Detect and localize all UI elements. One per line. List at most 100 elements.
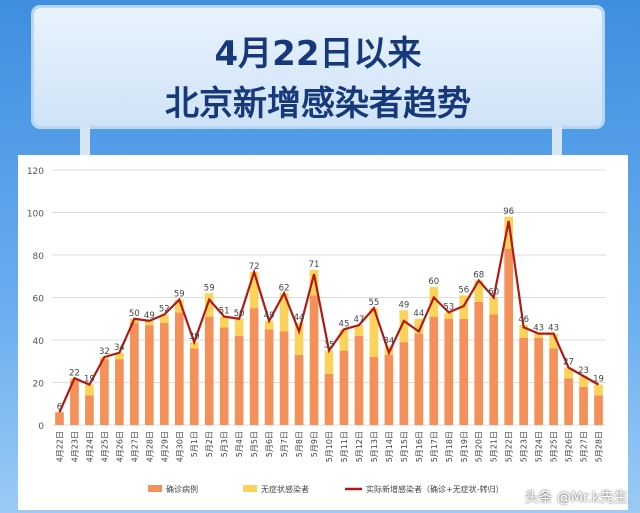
x-tick-label: 5月21日 [490, 431, 499, 462]
data-label: 35 [324, 341, 335, 351]
bar-asymptomatic [369, 308, 379, 357]
bar-asymptomatic [324, 350, 334, 374]
bar-confirmed [579, 386, 588, 425]
x-tick-label: 5月7日 [280, 431, 289, 457]
x-tick-label: 5月17日 [430, 431, 439, 462]
bar-asymptomatic [279, 293, 289, 332]
bar-confirmed [324, 374, 334, 425]
data-label: 55 [369, 298, 380, 308]
data-label: 56 [458, 285, 469, 295]
x-tick-label: 5月3日 [220, 431, 229, 457]
x-tick-label: 5月16日 [415, 431, 424, 462]
bar-asymptomatic [159, 314, 169, 323]
data-label: 60 [488, 288, 499, 298]
bar-confirmed [444, 318, 454, 425]
y-tick-label: 0 [38, 422, 44, 432]
data-label: 52 [159, 305, 170, 315]
data-label: 39 [189, 332, 200, 342]
x-tick-label: 4月23日 [70, 431, 79, 462]
data-label: 50 [234, 309, 245, 319]
x-tick-label: 5月22日 [505, 431, 514, 462]
x-tick-label: 5月15日 [400, 431, 409, 462]
bar-asymptomatic [339, 329, 349, 351]
x-tick-label: 5月14日 [385, 431, 394, 462]
data-label: 23 [578, 366, 589, 376]
bar-confirmed [234, 335, 244, 425]
bar-confirmed [115, 359, 124, 425]
data-label: 6 [57, 402, 62, 412]
x-tick-label: 4月27日 [130, 431, 139, 462]
x-tick-label: 5月6日 [265, 431, 274, 457]
x-tick-label: 5月18日 [445, 431, 454, 462]
bar-confirmed [474, 301, 484, 425]
bar-confirmed [85, 395, 94, 425]
bar-confirmed [549, 348, 558, 425]
bar-asymptomatic [219, 316, 229, 328]
bar-asymptomatic [534, 333, 543, 338]
y-tick-label: 100 [27, 210, 44, 220]
data-label: 19 [84, 375, 95, 385]
data-label: 46 [518, 315, 529, 325]
data-label: 34 [114, 343, 125, 353]
data-label: 60 [428, 277, 439, 287]
legend-label-asymptomatic: 无症状感染者 [261, 484, 309, 494]
x-tick-label: 5月20日 [475, 431, 484, 462]
bar-confirmed [144, 325, 154, 425]
y-tick-label: 60 [33, 295, 45, 305]
x-tick-label: 5月11日 [340, 431, 349, 462]
bar-confirmed [55, 412, 64, 425]
x-tick-label: 5月5日 [250, 431, 259, 457]
legend-swatch-asymptomatic [243, 485, 257, 492]
bar-confirmed [130, 323, 139, 425]
x-tick-label: 5月28日 [595, 431, 604, 462]
x-tick-label: 5月13日 [370, 431, 379, 462]
bar-asymptomatic [144, 320, 154, 326]
data-label: 43 [533, 324, 544, 334]
bar-confirmed [534, 337, 543, 425]
bar-asymptomatic [174, 299, 184, 313]
bar-asymptomatic [264, 320, 274, 330]
data-label: 43 [548, 324, 559, 334]
bar-confirmed [354, 335, 364, 425]
data-label: 49 [144, 311, 155, 321]
bar-asymptomatic [354, 325, 364, 336]
bar-confirmed [279, 331, 289, 425]
legend-swatch-confirmed [148, 485, 162, 492]
bar-asymptomatic [204, 293, 214, 317]
bar-asymptomatic [444, 312, 454, 319]
bar-asymptomatic [489, 297, 499, 315]
bar-asymptomatic [594, 384, 603, 396]
bar-confirmed [384, 354, 394, 425]
sign-post-right [552, 126, 562, 156]
x-tick-label: 5月12日 [355, 431, 364, 462]
bar-asymptomatic [294, 323, 304, 355]
title-line-2: 北京新增感染者趋势 [165, 84, 471, 124]
y-tick-label: 80 [33, 252, 45, 262]
bar-confirmed [70, 380, 79, 425]
x-tick-label: 5月24日 [535, 431, 544, 462]
data-label: 68 [473, 271, 484, 281]
data-label: 59 [204, 283, 215, 293]
title-line-1: 4月22日以来 [214, 34, 422, 74]
x-tick-label: 5月9日 [310, 431, 319, 457]
data-label: 47 [354, 315, 365, 325]
bar-asymptomatic [429, 286, 439, 317]
bar-confirmed [204, 316, 214, 425]
sign-post-left [80, 126, 90, 156]
x-tick-label: 4月28日 [145, 431, 154, 462]
bar-confirmed [159, 323, 169, 425]
bar-confirmed [219, 327, 229, 425]
bar-confirmed [309, 295, 319, 425]
y-tick-label: 40 [33, 337, 45, 347]
bar-asymptomatic [249, 272, 259, 309]
x-tick-label: 4月24日 [85, 431, 94, 462]
data-label: 44 [413, 309, 424, 319]
data-label: 51 [219, 307, 230, 317]
bar-confirmed [100, 359, 109, 425]
x-tick-label: 5月1日 [190, 431, 199, 457]
bar-asymptomatic [549, 333, 558, 349]
bar-confirmed [459, 318, 469, 425]
x-tick-label: 4月25日 [100, 431, 109, 462]
bar-asymptomatic [519, 325, 528, 338]
